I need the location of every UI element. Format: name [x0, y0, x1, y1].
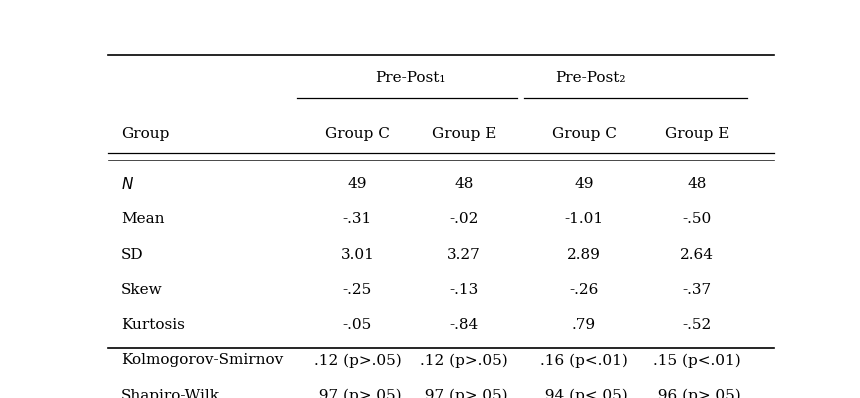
Text: Kolmogorov-Smirnov: Kolmogorov-Smirnov	[120, 353, 283, 367]
Text: Kurtosis: Kurtosis	[120, 318, 185, 332]
Text: .96 (p>.05): .96 (p>.05)	[654, 388, 741, 398]
Text: Shapiro-Wilk: Shapiro-Wilk	[120, 388, 220, 398]
Text: -.31: -.31	[343, 213, 372, 226]
Text: Pre-Post₁: Pre-Post₁	[376, 71, 446, 86]
Text: .79: .79	[572, 318, 596, 332]
Text: Group E: Group E	[432, 127, 496, 140]
Text: Group E: Group E	[665, 127, 729, 140]
Text: -.84: -.84	[450, 318, 479, 332]
Text: 2.64: 2.64	[680, 248, 715, 261]
Text: 3.01: 3.01	[341, 248, 374, 261]
Text: .97 (p>.05): .97 (p>.05)	[314, 388, 402, 398]
Text: .94 (p<.05): .94 (p<.05)	[540, 388, 628, 398]
Text: $N$: $N$	[120, 176, 134, 192]
Text: Skew: Skew	[120, 283, 163, 297]
Text: .12 (p>.05): .12 (p>.05)	[314, 353, 402, 367]
Text: 48: 48	[688, 177, 707, 191]
Text: Group C: Group C	[551, 127, 617, 140]
Text: .15 (p<.01): .15 (p<.01)	[654, 353, 741, 367]
Text: SD: SD	[120, 248, 144, 261]
Text: -.37: -.37	[683, 283, 712, 297]
Text: -.52: -.52	[683, 318, 712, 332]
Text: -1.01: -1.01	[564, 213, 604, 226]
Text: -.50: -.50	[683, 213, 712, 226]
Text: .12 (p>.05): .12 (p>.05)	[421, 353, 508, 367]
Text: Group: Group	[120, 127, 169, 140]
Text: 48: 48	[454, 177, 474, 191]
Text: 49: 49	[574, 177, 593, 191]
Text: -.05: -.05	[343, 318, 372, 332]
Text: 49: 49	[347, 177, 367, 191]
Text: -.25: -.25	[343, 283, 372, 297]
Text: Pre-Post₂: Pre-Post₂	[556, 71, 626, 86]
Text: -.02: -.02	[450, 213, 479, 226]
Text: .97 (p>.05): .97 (p>.05)	[421, 388, 508, 398]
Text: -.13: -.13	[450, 283, 479, 297]
Text: 3.27: 3.27	[447, 248, 481, 261]
Text: -.26: -.26	[569, 283, 599, 297]
Text: Mean: Mean	[120, 213, 164, 226]
Text: 2.89: 2.89	[567, 248, 601, 261]
Text: .16 (p<.01): .16 (p<.01)	[540, 353, 628, 367]
Text: Group C: Group C	[325, 127, 390, 140]
